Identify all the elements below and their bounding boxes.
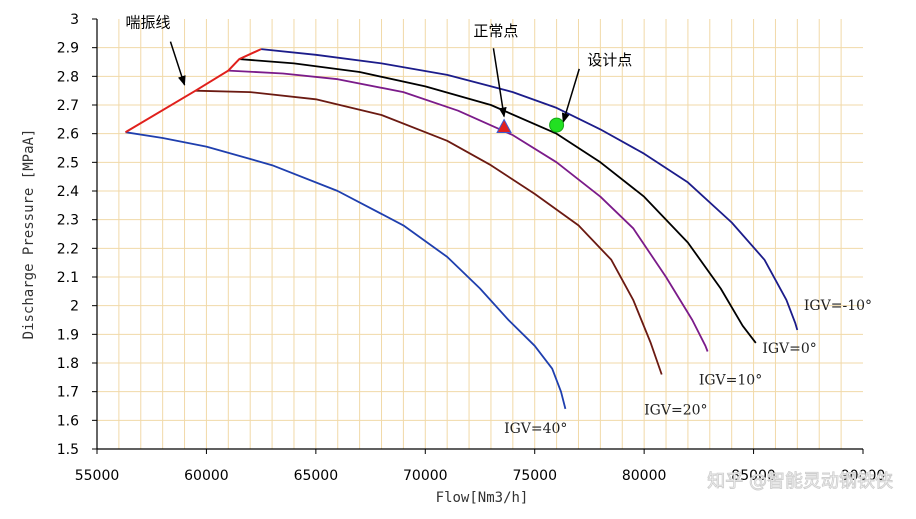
y-tick-label: 2.5 xyxy=(57,155,79,171)
series-line-0 xyxy=(261,48,799,331)
x-tick-label: 60000 xyxy=(184,468,229,484)
annotation-label-2: 设计点 xyxy=(587,51,632,69)
y-tick-label: 2.3 xyxy=(57,213,79,229)
series-lines xyxy=(125,48,799,410)
marker-design-point xyxy=(549,117,565,133)
surge-line xyxy=(124,48,262,134)
y-tick-label: 1.9 xyxy=(57,327,79,343)
annotation-label-0: 喘振线 xyxy=(125,14,170,32)
y-tick-label: 2.4 xyxy=(57,184,79,200)
y-tick-label: 2.7 xyxy=(57,98,79,114)
y-tick-label: 3 xyxy=(70,12,79,28)
x-axis-title: Flow[Nm3/h] xyxy=(436,490,529,506)
annotation-arrow-1 xyxy=(492,48,507,118)
series-labels: IGV=-10° IGV=0°IGV=10° IGV=20° IGV=40° xyxy=(504,298,872,437)
y-tick-label: 2.8 xyxy=(57,69,79,85)
series-label-0: IGV=-10° xyxy=(804,298,872,314)
grid xyxy=(97,19,863,449)
y-tick-label: 2.6 xyxy=(57,127,79,143)
axes xyxy=(96,19,863,450)
x-tick-label: 80000 xyxy=(622,468,667,484)
series-label-2: IGV=10° xyxy=(699,373,762,389)
watermark: 知乎 @智能灵动钢铁侠 xyxy=(707,471,893,492)
y-tick-label: 2.2 xyxy=(57,241,79,257)
x-tick-label: 55000 xyxy=(75,468,120,484)
y-tick-label: 1.8 xyxy=(57,356,79,372)
series-label-4: IGV=40° xyxy=(504,421,567,437)
series-line-3 xyxy=(195,89,663,375)
annotation-arrow-0 xyxy=(169,41,186,86)
annotation-arrow-2 xyxy=(561,68,580,124)
series-line-2 xyxy=(228,69,709,352)
x-tick-label: 85000 xyxy=(731,468,776,484)
y-tick-label: 1.5 xyxy=(57,442,79,458)
series-label-1: IGV=0° xyxy=(762,341,816,357)
series-label-3: IGV=20° xyxy=(644,403,707,419)
annotation-label-1: 正常点 xyxy=(473,22,518,40)
y-tick-label: 1.7 xyxy=(57,385,79,401)
x-tick-label: 75000 xyxy=(512,468,557,484)
y-tick-label: 2.9 xyxy=(57,41,79,57)
markers xyxy=(496,117,565,133)
y-tick-label: 2.1 xyxy=(57,270,79,286)
x-tick-label: 65000 xyxy=(294,468,339,484)
y-tick-label: 2 xyxy=(70,299,79,315)
surge-line-path xyxy=(124,48,262,134)
series-line-4 xyxy=(125,131,567,410)
series-line-1 xyxy=(239,58,757,344)
y-tick-label: 1.6 xyxy=(57,413,79,429)
x-tick-label: 70000 xyxy=(403,468,448,484)
y-axis-title: Discharge Pressure [MPaA] xyxy=(21,129,37,340)
x-tick-label: 90000 xyxy=(841,468,886,484)
marker-normal-point xyxy=(496,118,512,133)
tick-labels: 55000 60000 65000 70000 75000 80000 85000 90000… xyxy=(57,12,886,484)
